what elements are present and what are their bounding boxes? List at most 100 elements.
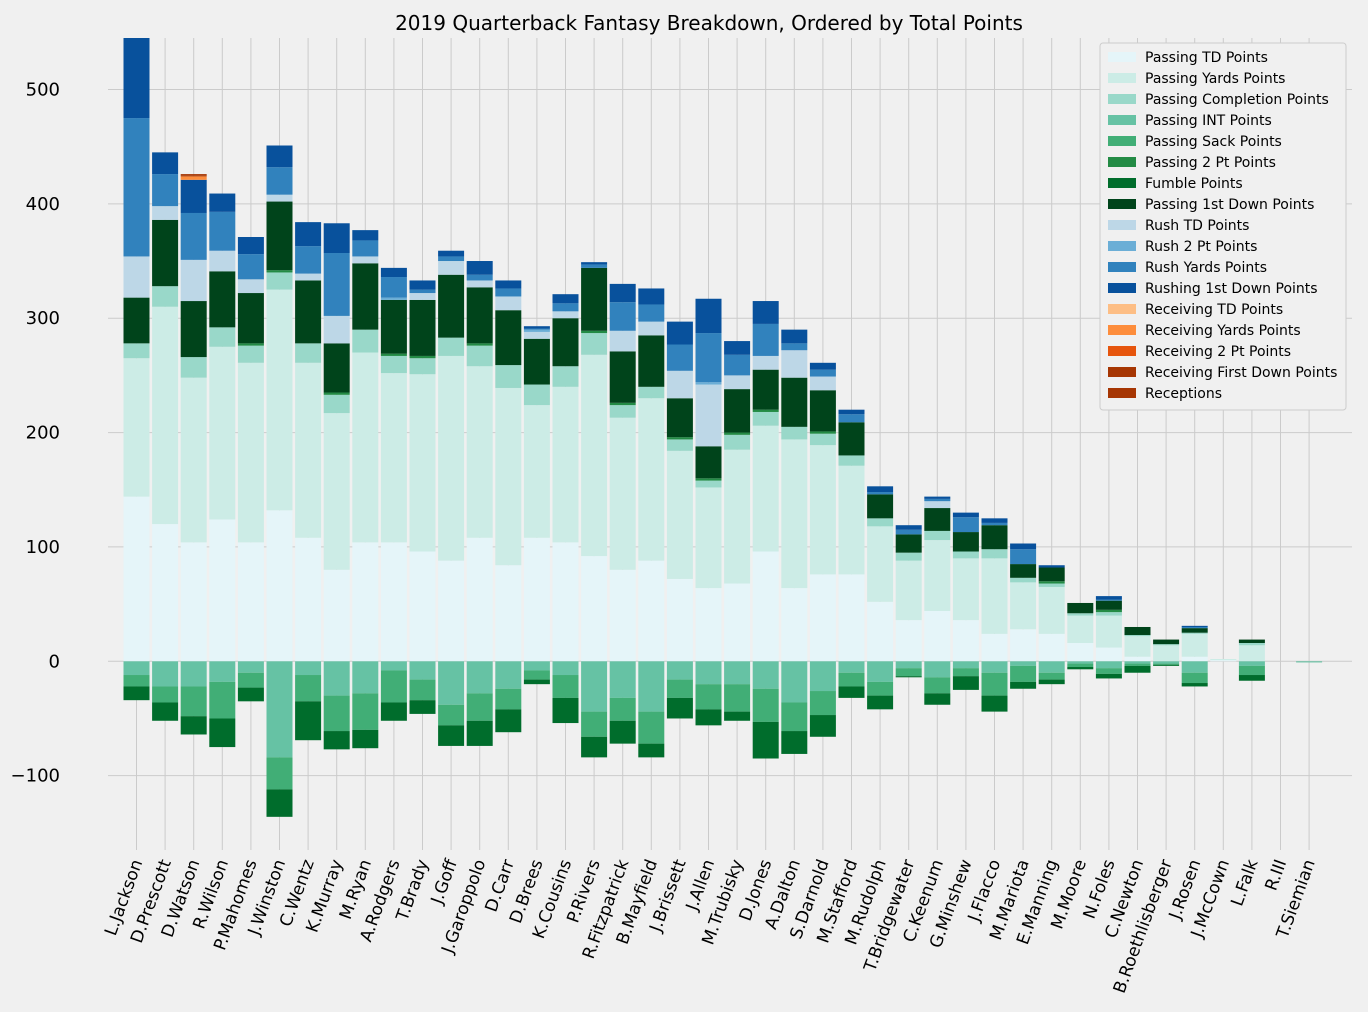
legend-swatch — [1108, 262, 1136, 272]
legend-swatch — [1108, 73, 1136, 83]
bar-segment — [1067, 667, 1094, 670]
bar-segment — [266, 661, 293, 758]
bar-segment — [523, 331, 550, 339]
bar-segment — [638, 711, 665, 744]
legend-label: Receiving First Down Points — [1145, 365, 1337, 381]
bar-segment — [237, 293, 264, 344]
legend-label: Receptions — [1145, 386, 1222, 402]
bar-segment — [380, 277, 407, 298]
bar-segment — [609, 283, 636, 303]
y-tick-label: −100 — [11, 766, 60, 787]
legend-label: Rush TD Points — [1145, 218, 1249, 234]
bar-segment — [237, 343, 264, 346]
bar-segment — [123, 686, 150, 701]
bar-segment — [752, 661, 779, 689]
bar-segment — [952, 620, 979, 662]
bar-segment — [1010, 549, 1037, 565]
bar-segment — [438, 250, 465, 257]
bar-segment — [266, 194, 293, 202]
bar-segment — [352, 329, 379, 353]
bar-segment — [952, 512, 979, 518]
bar-segment — [1153, 661, 1180, 664]
bar-segment — [809, 433, 836, 446]
bar-segment — [752, 301, 779, 324]
bar-segment — [1153, 639, 1180, 645]
bar-segment — [838, 455, 865, 466]
bar-segment — [466, 287, 493, 344]
bar-segment — [409, 661, 436, 680]
bar-segment — [895, 552, 922, 561]
bar-segment — [809, 691, 836, 716]
bar-segment — [409, 358, 436, 375]
bar-segment — [1238, 639, 1265, 643]
bar-segment — [895, 560, 922, 621]
bar-segment — [809, 362, 836, 370]
bar-segment — [581, 661, 608, 712]
bar-segment — [809, 715, 836, 737]
bar-segment — [781, 588, 808, 662]
bar-segment — [638, 661, 665, 712]
legend: Passing TD Points Passing Yards Points Pas… — [1099, 42, 1347, 411]
bar-segment — [609, 720, 636, 744]
bar-segment — [438, 725, 465, 746]
legend-label: Receiving TD Points — [1145, 302, 1283, 318]
bar-segment — [380, 702, 407, 721]
bars — [123, 38, 1323, 817]
bar-segment — [380, 355, 407, 374]
bar-segment — [152, 524, 179, 662]
bar-segment — [867, 494, 894, 519]
bar-segment — [809, 445, 836, 575]
bar-segment — [1238, 661, 1265, 666]
bar-segment — [895, 661, 922, 669]
bar-segment — [152, 174, 179, 207]
bar-segment — [466, 693, 493, 721]
bar-segment — [323, 413, 350, 570]
bar-segment — [981, 522, 1008, 526]
bar-segment — [295, 701, 322, 741]
bar-segment — [1181, 626, 1208, 629]
bar-segment — [1181, 625, 1208, 627]
bar-segment — [552, 542, 579, 662]
bar-segment — [523, 537, 550, 662]
bar-segment — [924, 498, 951, 502]
bar-segment — [666, 661, 693, 680]
bar-segment — [180, 176, 207, 180]
bar-segment — [1067, 661, 1094, 664]
legend-label: Rush Yards Points — [1145, 260, 1267, 276]
bar-segment — [666, 439, 693, 451]
legend-swatch — [1108, 94, 1136, 104]
bar-segment — [466, 537, 493, 662]
legend-box — [1099, 42, 1347, 411]
bar-segment — [180, 716, 207, 735]
bar-segment — [867, 601, 894, 662]
bar-segment — [409, 355, 436, 359]
bar-segment — [638, 304, 665, 322]
bar-segment — [809, 376, 836, 391]
bar-segment — [352, 240, 379, 257]
bar-segment — [924, 496, 951, 499]
bar-segment — [581, 354, 608, 557]
bar-segment — [352, 661, 379, 694]
bar-segment — [666, 679, 693, 698]
bar-segment — [152, 286, 179, 307]
bar-segment — [838, 414, 865, 423]
bar-segment — [581, 711, 608, 737]
bar-segment — [952, 532, 979, 552]
bar-segment — [1210, 660, 1237, 662]
bar-segment — [523, 661, 550, 671]
bar-segment — [466, 261, 493, 275]
legend-label: Rushing 1st Down Points — [1145, 281, 1318, 297]
bar-segment — [552, 318, 579, 367]
bar-segment — [552, 303, 579, 312]
bar-segment — [323, 343, 350, 393]
bar-segment — [180, 686, 207, 717]
bar-segment — [638, 398, 665, 561]
bar-segment — [609, 405, 636, 418]
bar-segment — [1010, 564, 1037, 578]
bar-segment — [1095, 599, 1122, 601]
bar-segment — [1038, 661, 1065, 673]
bar-segment — [838, 422, 865, 456]
bar-segment — [295, 537, 322, 662]
bar-segment — [152, 152, 179, 175]
bar-segment — [495, 661, 522, 689]
